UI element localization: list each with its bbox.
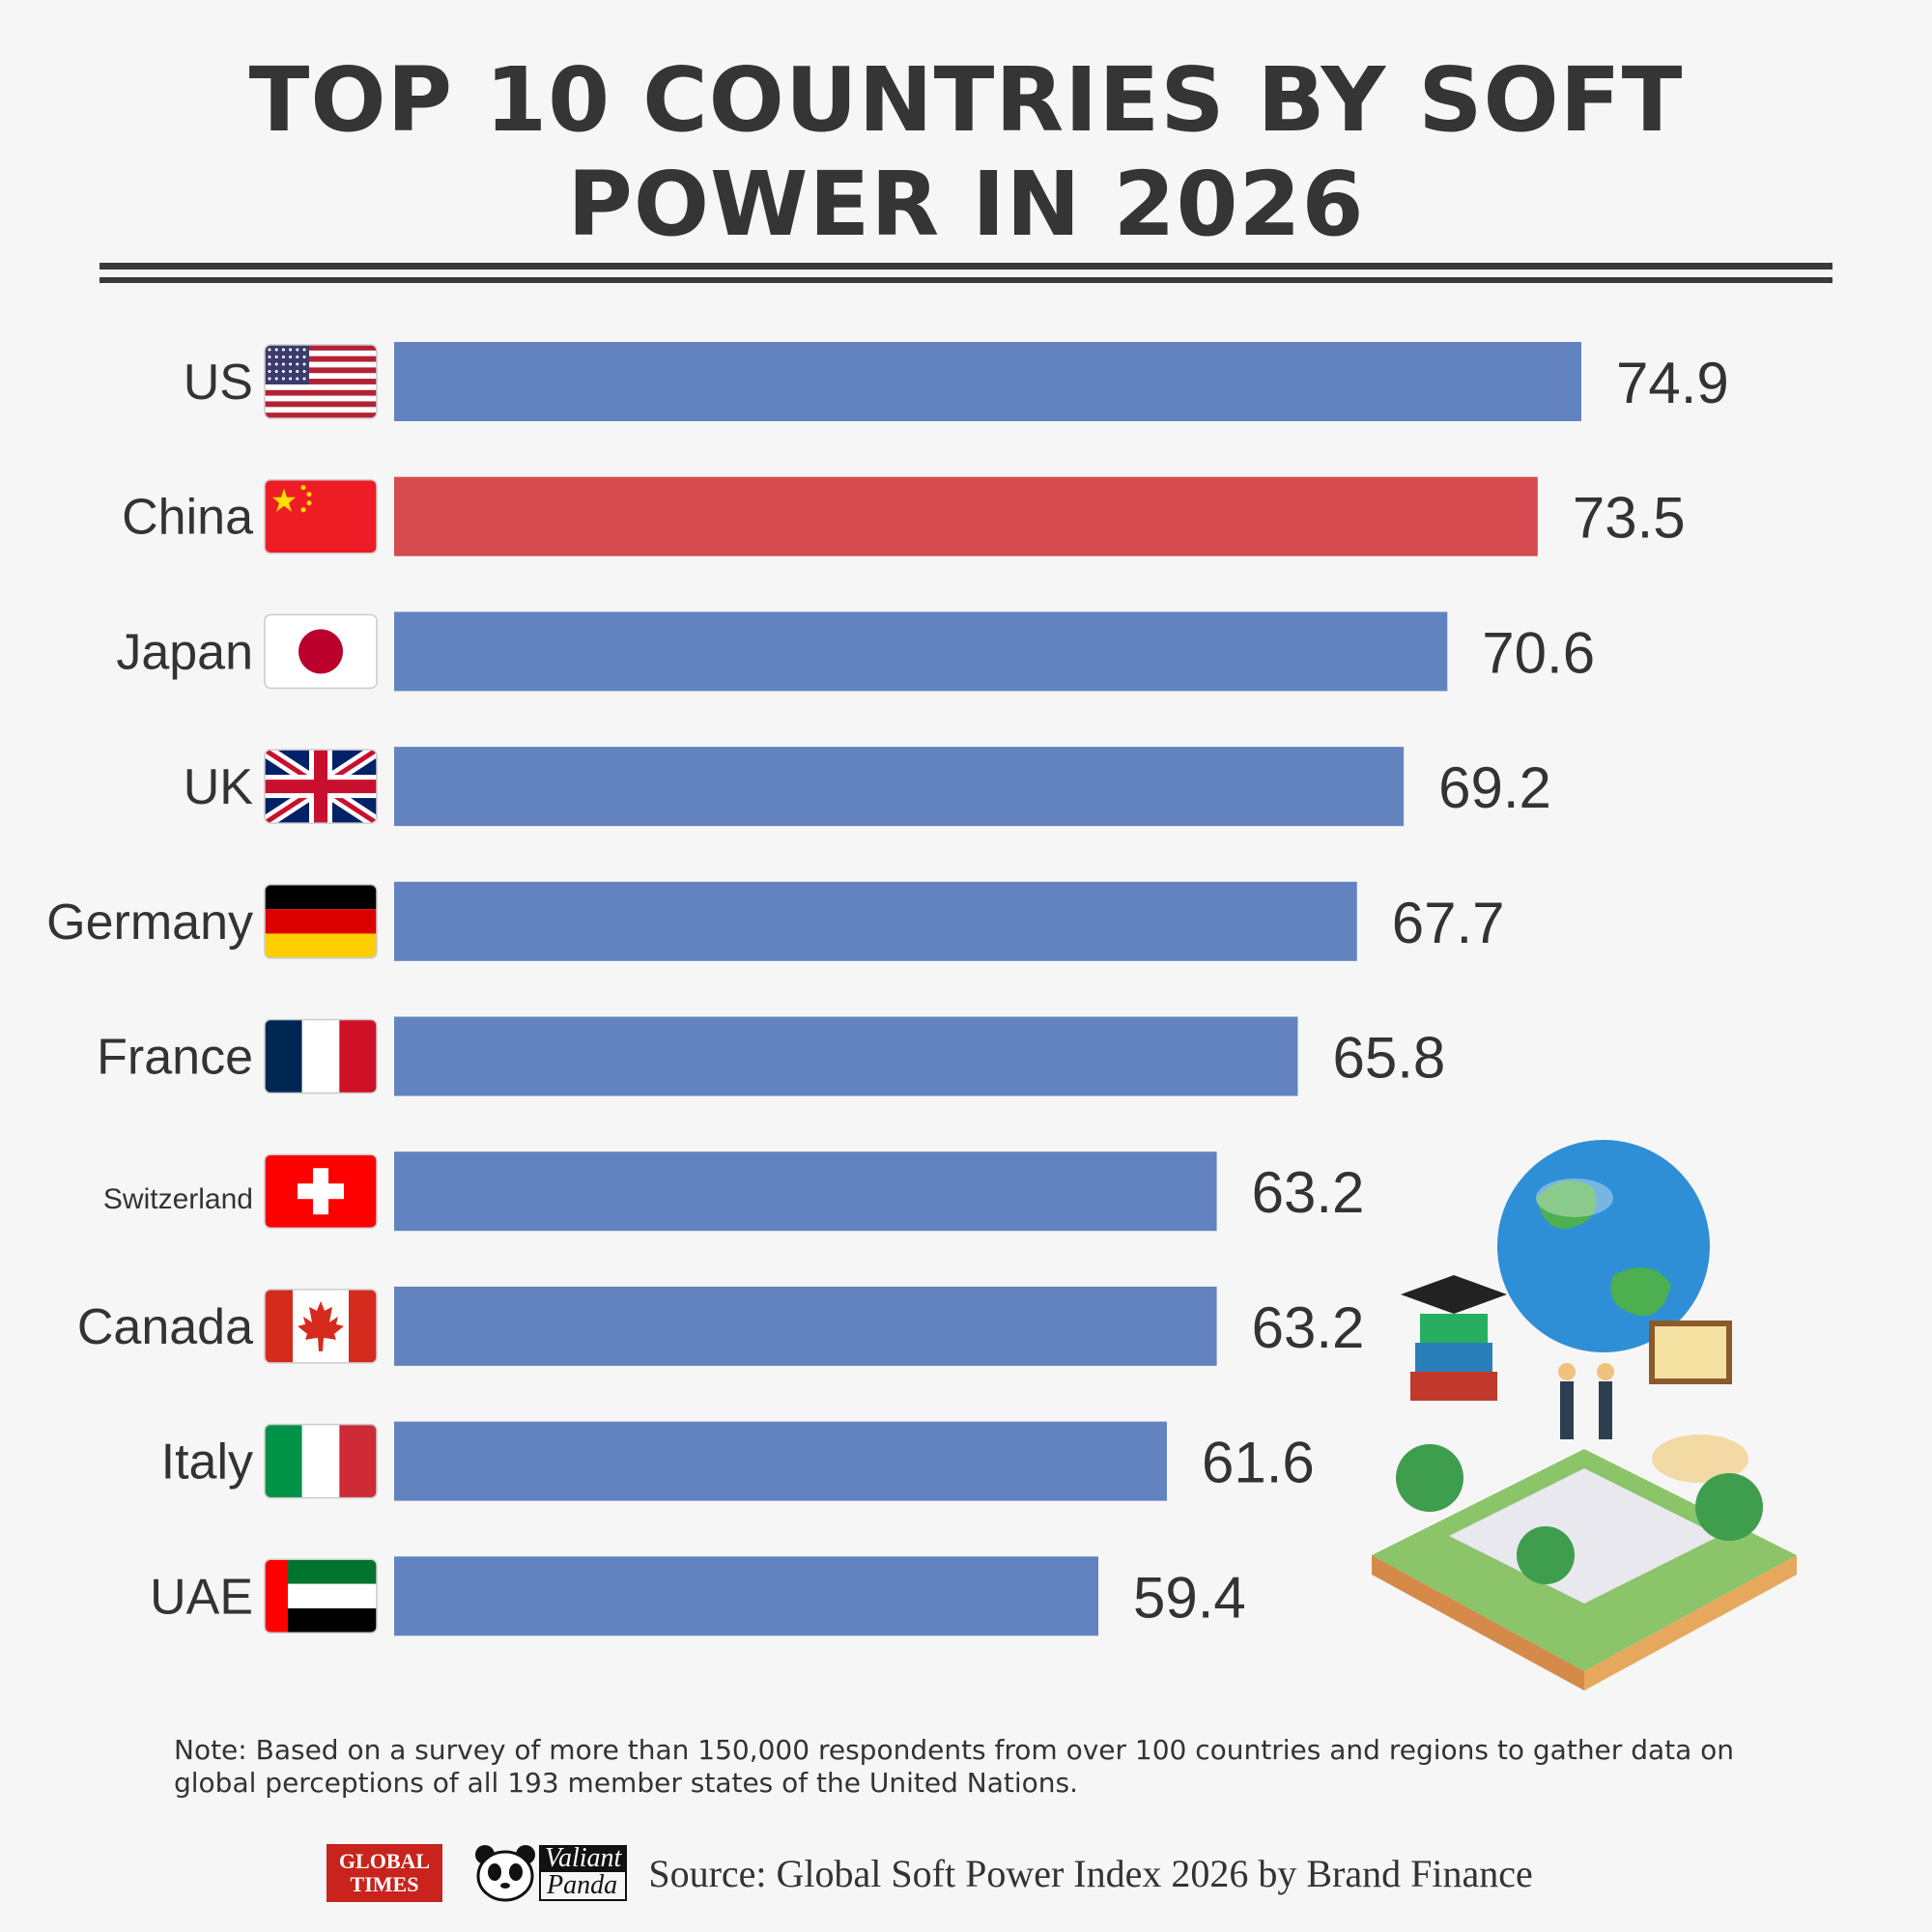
bar-uk [394,747,1405,827]
bar-switzerland [394,1151,1217,1232]
value-label: 69.2 [1438,755,1551,820]
italy-flag-icon [264,1423,378,1499]
value-label: 63.2 [1252,1295,1365,1360]
value-label: 70.6 [1482,620,1595,685]
germany-flag-icon [264,884,378,959]
bar-uae [394,1556,1099,1636]
note-text: Note: Based on a survey of more than 150… [174,1734,1735,1799]
value-label: 74.9 [1616,351,1729,415]
bar-us [394,342,1581,421]
value-label: 63.2 [1252,1160,1365,1225]
panda-icon [475,1845,535,1902]
france-flag-icon [264,1018,378,1094]
category-label: US [184,355,253,411]
category-label: China [122,490,253,546]
value-label: 59.4 [1133,1565,1246,1630]
global-times-logo: GLOBAL TIMES [327,1844,442,1902]
bar-japan [394,611,1448,692]
category-label: Italy [161,1435,253,1491]
category-label: UK [184,759,254,815]
valiant-panda-logo: Valiant Panda [471,1843,628,1903]
bar-china [394,476,1538,556]
uae-flag-icon [264,1558,378,1634]
value-label: 61.6 [1202,1431,1315,1495]
category-label: Germany [46,895,253,951]
footer: GLOBAL TIMES Valiant Panda Source: Globa… [327,1843,1533,1903]
china-flag-icon [264,478,378,554]
bar-germany [394,881,1357,961]
category-label: Japan [116,624,253,680]
category-label: Switzerland [103,1183,253,1215]
value-label: 65.8 [1332,1026,1445,1091]
source-text: Source: Global Soft Power Index 2026 by … [648,1851,1533,1895]
value-label: 67.7 [1392,891,1505,955]
value-label: 73.5 [1573,486,1686,551]
bar-italy [394,1421,1167,1501]
uk-flag-icon [264,749,378,824]
bar-canada [394,1286,1217,1366]
category-label: UAE [150,1569,253,1625]
category-label: Canada [77,1299,253,1355]
canada-flag-icon [264,1289,378,1364]
title-rule-top [99,263,1833,270]
bar-france [394,1016,1298,1096]
category-label: France [97,1030,253,1086]
chart-title: TOP 10 COUNTRIES BY SOFT POWER IN 2026 [248,48,1684,256]
us-flag-icon [264,344,378,419]
switzerland-flag-icon [264,1153,378,1229]
soft-power-illustration [1372,1140,1797,1690]
title-rule-bottom [99,277,1833,283]
japan-flag-icon [264,613,378,690]
